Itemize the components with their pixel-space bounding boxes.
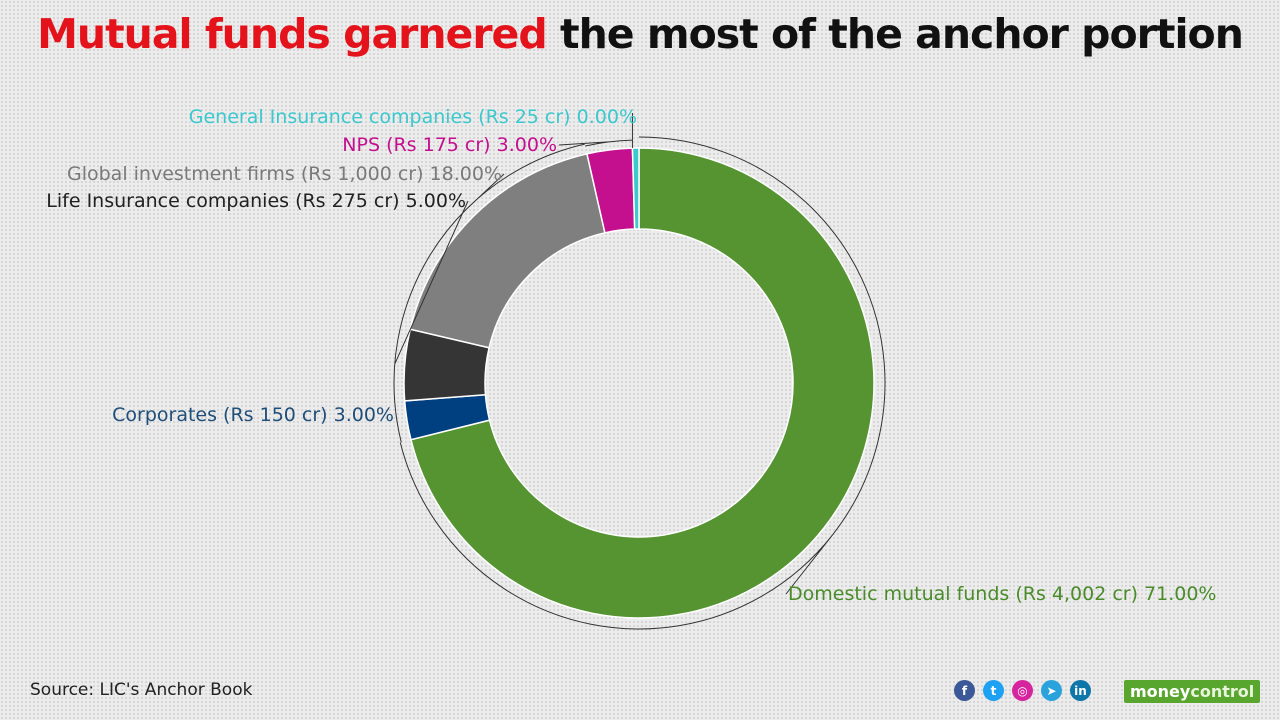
twitter-icon[interactable]: t xyxy=(983,680,1004,701)
instagram-icon[interactable]: ◎ xyxy=(1012,680,1033,701)
leader-line-3 xyxy=(400,143,585,328)
telegram-icon[interactable]: ➤ xyxy=(1041,680,1062,701)
leader-line-4 xyxy=(558,139,633,147)
moneycontrol-logo: money control xyxy=(1124,680,1261,703)
chart-title-highlight: Mutual funds garnered xyxy=(37,10,548,58)
facebook-icon[interactable]: f xyxy=(954,680,975,701)
linkedin-icon[interactable]: in xyxy=(1070,680,1091,701)
slice-label-0: Domestic mutual funds (Rs 4,002 cr) 71.0… xyxy=(788,583,1216,605)
slice-label-2: Life Insurance companies (Rs 275 cr) 5.0… xyxy=(46,190,466,212)
chart-title: Mutual funds garnered the most of the an… xyxy=(0,10,1280,58)
slice-label-3: Global investment firms (Rs 1,000 cr) 18… xyxy=(67,163,502,185)
leader-line-2 xyxy=(393,200,469,402)
slice-label-1: Corporates (Rs 150 cr) 3.00% xyxy=(112,404,394,426)
leader-line-1 xyxy=(394,401,402,443)
chart-title-rest: the most of the anchor portion xyxy=(546,10,1244,58)
social-icons: f t ◎ ➤ in xyxy=(954,680,1091,701)
donut-slice-0 xyxy=(410,147,875,619)
logo-part-2: control xyxy=(1190,682,1255,701)
leader-line-0 xyxy=(399,136,886,630)
donut-slice-5 xyxy=(631,147,640,230)
slice-label-5: General Insurance companies (Rs 25 cr) 0… xyxy=(189,106,637,128)
slice-label-4: NPS (Rs 175 cr) 3.00% xyxy=(342,134,557,156)
logo-part-1: money xyxy=(1130,682,1191,701)
source-note: Source: LIC's Anchor Book xyxy=(30,680,253,700)
